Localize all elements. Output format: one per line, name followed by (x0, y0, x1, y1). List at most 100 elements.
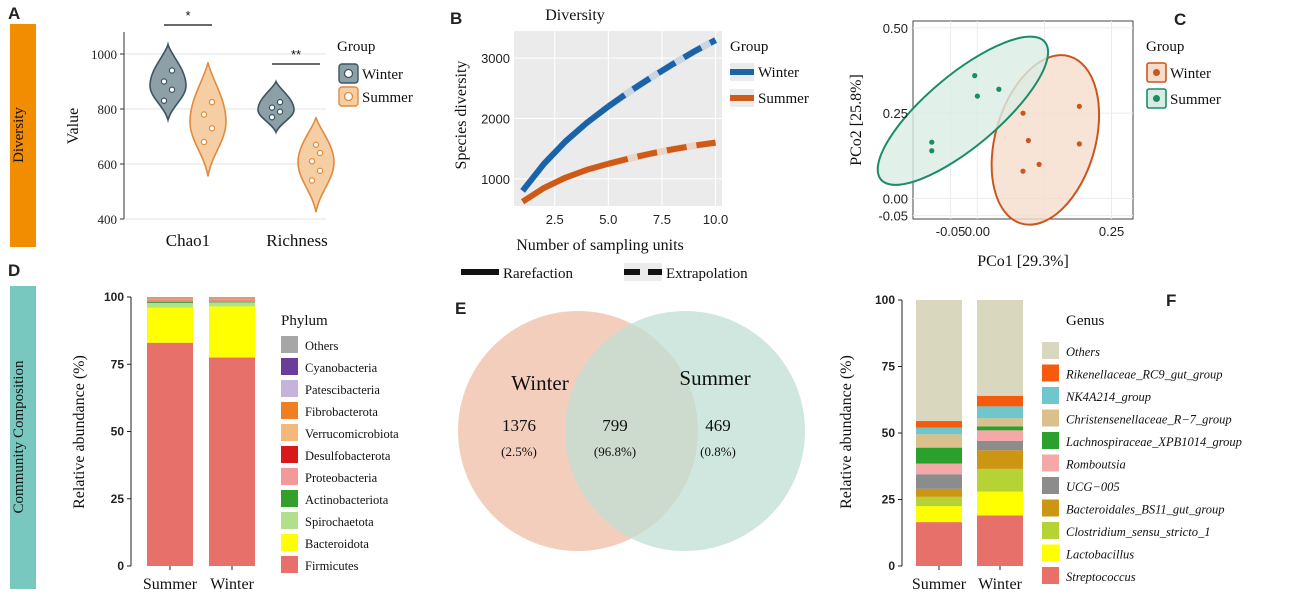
genus-bar-segment (916, 474, 962, 489)
phylum-bar-segment (209, 302, 255, 307)
panel-d-bars (147, 297, 255, 566)
panel-b-grid (514, 31, 722, 206)
genus-y-tick-label: 0 (888, 559, 895, 573)
phylum-bar-segment (209, 297, 255, 298)
panel-letter-d: D (8, 261, 20, 280)
legend-label-summer: Summer (362, 90, 413, 106)
phylum-legend-key (281, 424, 298, 441)
panel-b-y-tick-label: 3000 (481, 51, 510, 66)
point-winter (1076, 103, 1082, 109)
violin-point-summer (208, 125, 216, 132)
linetype-label-rarefaction: Rarefaction (503, 266, 573, 282)
panel-b-legend-title: Group (730, 39, 768, 55)
genus-bar-segment (977, 468, 1023, 492)
phylum-bar-segment (209, 299, 255, 300)
violin-point-winter (160, 78, 168, 85)
genus-bar-segment (977, 426, 1023, 431)
phylum-y-tick-label: 50 (111, 425, 125, 439)
genus-x-label-summer: Summer (912, 576, 967, 593)
phylum-legend-key (281, 556, 298, 573)
phylum-legend-label: Cyanobacteria (305, 361, 378, 375)
phylum-bar-segment (209, 301, 255, 303)
side-bar-diversity (10, 24, 36, 247)
phylum-bar-segment (147, 297, 193, 298)
violin-point-winter (268, 114, 276, 121)
venn-circle-summer (565, 311, 805, 551)
phylum-legend-key (281, 380, 298, 397)
phylum-legend-key (281, 534, 298, 551)
genus-legend-label: NK4A214_group (1065, 390, 1151, 404)
panel-b-y-tick-label: 2000 (481, 112, 510, 127)
rarefaction-line-winter (520, 104, 611, 193)
panel-b-legend: Winter Summer (730, 63, 809, 107)
violin-summer-richness (297, 117, 335, 213)
panel-c-y-tick-label: 0.00 (883, 192, 908, 207)
genus-legend-label: UCG−005 (1066, 480, 1120, 494)
legend-label-winter: Winter (1170, 66, 1211, 82)
genus-legend-key (1042, 499, 1059, 517)
panel-a-significance: *** (164, 8, 320, 65)
genus-bar-segment (916, 506, 962, 523)
venn-percent-winter-only: (2.5%) (501, 444, 537, 459)
phylum-legend-key (281, 358, 298, 375)
phylum-legend-label: Bacteroidota (305, 537, 369, 551)
linetype-key-bg-extrapolation (624, 263, 662, 281)
legend-key-dot-winter (343, 68, 354, 79)
phylum-legend-key (281, 468, 298, 485)
phylum-legend-key (281, 446, 298, 463)
venn-count-shared: 799 (602, 416, 628, 435)
significance-label-richness: ** (291, 47, 301, 62)
phylum-bar-segment (147, 302, 193, 308)
violin-point-winter (168, 67, 176, 74)
violin-point-summer (308, 158, 316, 165)
genus-legend-label: Romboutsia (1065, 458, 1126, 472)
phylum-legend-key (281, 402, 298, 419)
extrapolation-line-summer (607, 139, 716, 167)
panel-c-x-tick-label: 0.00 (965, 224, 990, 239)
phylum-legend-key (281, 336, 298, 353)
genus-bar-segment (977, 515, 1023, 566)
panel-c-legend-title: Group (1146, 39, 1184, 55)
genus-bar-segment (977, 450, 1023, 469)
point-winter (1076, 141, 1082, 147)
point-winter (1020, 110, 1026, 116)
venn-percent-summer-only: (0.8%) (700, 444, 736, 459)
phylum-bar-segment (147, 299, 193, 301)
phylum-legend-label: Firmicutes (305, 559, 359, 573)
phylum-bar-segment (209, 299, 255, 301)
phylum-legend-label: Proteobacteria (305, 471, 378, 485)
phylum-legend-label: Spirochaetota (305, 515, 374, 529)
phylum-bar-segment (147, 301, 193, 303)
panel-a-y-tick-label: 1000 (91, 47, 117, 62)
panel-d-ticks: 0 25 50 75 100 Summer Winter (104, 290, 255, 593)
panel-b-x-tick-label: 7.5 (653, 212, 671, 227)
panel-b-lines (520, 36, 718, 205)
violin-point-summer (308, 177, 316, 184)
genus-bar-segment (916, 300, 962, 422)
genus-bar-segment (977, 418, 1023, 427)
genus-legend-key (1042, 387, 1059, 404)
panel-b-linetype-legend: Rarefaction Extrapolation (461, 263, 748, 282)
significance-label-chao1: * (185, 8, 190, 23)
phylum-bar-segment (209, 300, 255, 302)
legend-key-dot-winter (1153, 69, 1160, 76)
panel-c-x-tick-label: 0.25 (1099, 224, 1124, 239)
panel-c-points (929, 73, 1082, 174)
phylum-bar-segment (209, 357, 255, 566)
genus-bar-segment (977, 440, 1023, 451)
genus-bar-segment (916, 421, 962, 428)
genus-legend-key (1042, 409, 1059, 427)
genus-bar-segment (977, 395, 1023, 407)
panel-d-legend-title: Phylum (281, 313, 328, 329)
phylum-bar-segment (209, 298, 255, 300)
genus-x-label-winter: Winter (978, 576, 1022, 593)
legend-key-dot-summer (343, 91, 354, 102)
venn-set-label-summer: Summer (679, 366, 750, 390)
violin-winter-chao1 (149, 41, 187, 124)
point-winter (1020, 168, 1026, 174)
panel-a-violins (149, 41, 335, 213)
panel-a-x-label-richness: Richness (266, 231, 327, 250)
genus-bar-segment (977, 300, 1023, 396)
phylum-legend-label: Patescibacteria (305, 383, 380, 397)
